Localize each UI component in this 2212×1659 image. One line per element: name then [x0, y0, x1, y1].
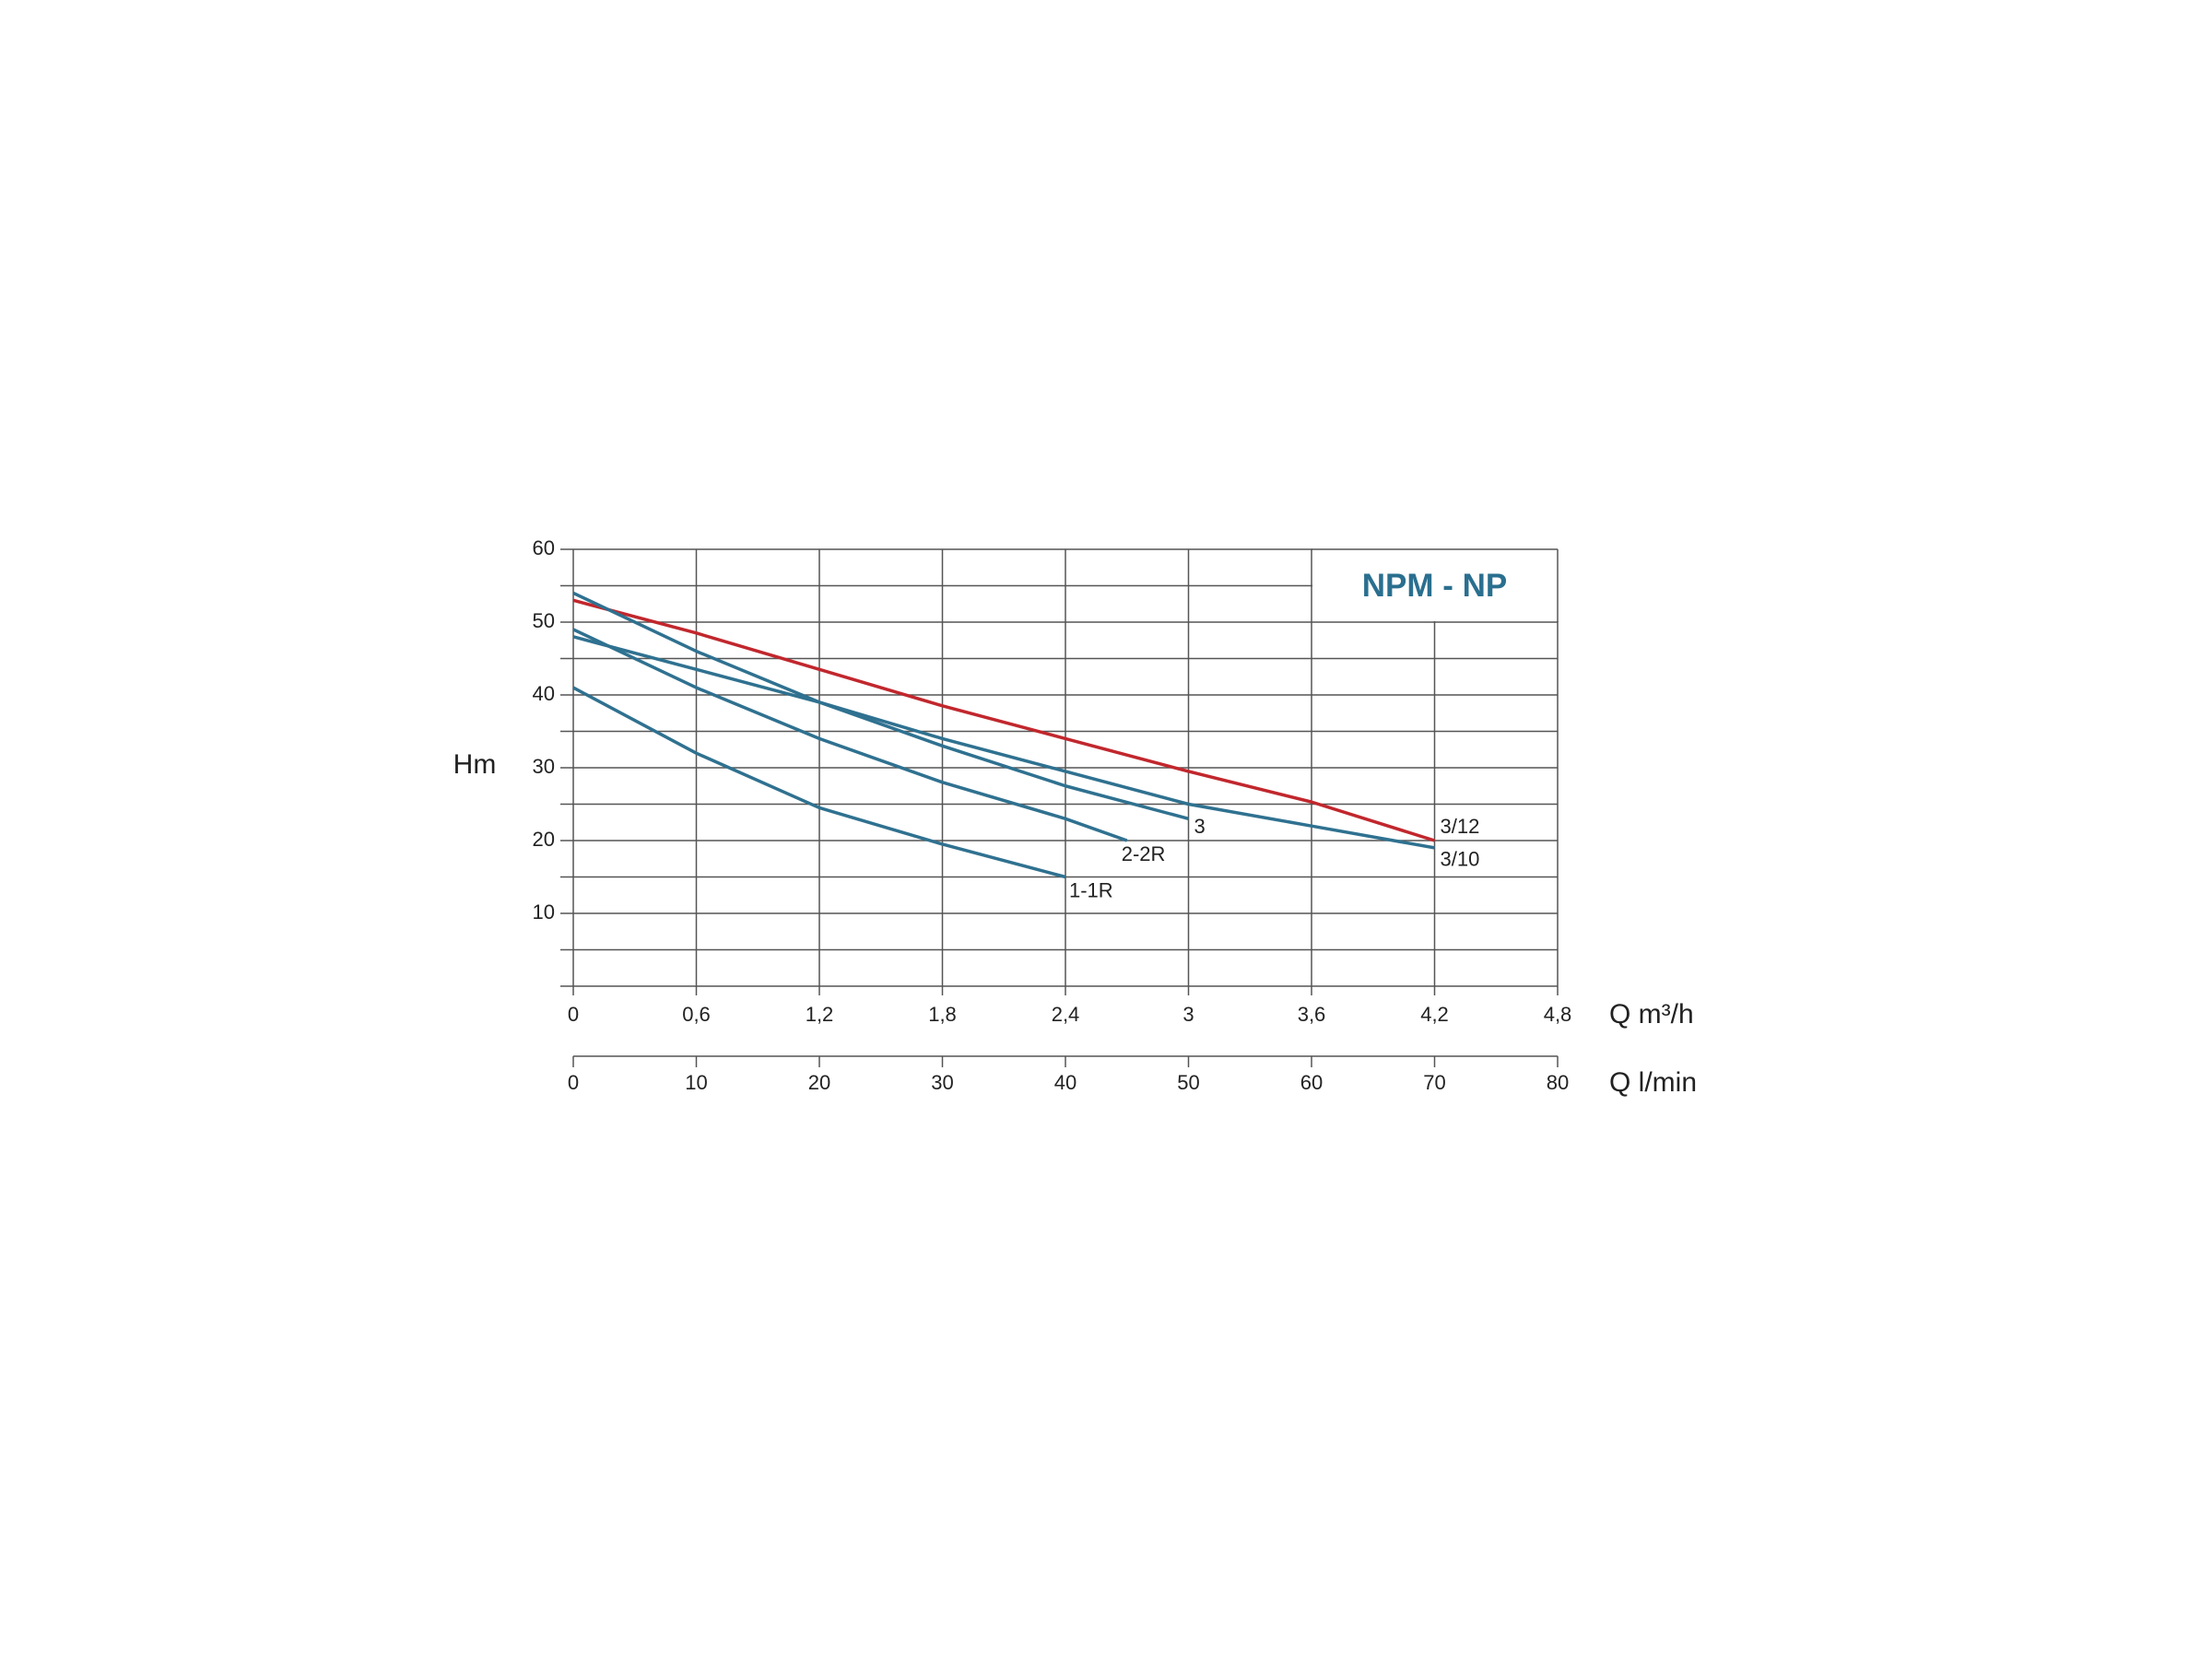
- y-tick-label: 10: [533, 900, 555, 924]
- title-box: [1312, 547, 1560, 621]
- curve-label: 3/10: [1441, 848, 1480, 871]
- x2-tick-label: 60: [1300, 1071, 1323, 1094]
- x2-tick-label: 0: [568, 1071, 579, 1094]
- x-tick-label: 0: [568, 1003, 579, 1026]
- y-tick-label: 50: [533, 609, 555, 632]
- curve-label: 3/12: [1441, 815, 1480, 838]
- y-tick-label: 20: [533, 828, 555, 851]
- curve-label: 3: [1194, 815, 1206, 838]
- x2-tick-label: 20: [808, 1071, 830, 1094]
- x2-tick-label: 10: [685, 1071, 707, 1094]
- x-tick-label: 3,6: [1298, 1003, 1326, 1026]
- curve: [572, 598, 1436, 842]
- y-axis-title: Hm: [453, 749, 497, 780]
- y-tick-label: 40: [533, 682, 555, 705]
- x-tick-label: 1,8: [928, 1003, 957, 1026]
- x-tick-label: 3: [1182, 1003, 1194, 1026]
- curve: [572, 591, 1189, 820]
- x2-axis-title: Q l/min: [1609, 1067, 1697, 1098]
- x2-tick-label: 30: [931, 1071, 953, 1094]
- x-tick-label: 4,8: [1544, 1003, 1572, 1026]
- x-tick-label: 2,4: [1052, 1003, 1080, 1026]
- x2-tick-label: 40: [1054, 1071, 1077, 1094]
- y-tick-label: 60: [533, 536, 555, 559]
- x-tick-label: 0,6: [682, 1003, 711, 1026]
- y-tick-label: 30: [533, 755, 555, 778]
- curve-label: 2-2R: [1122, 842, 1166, 865]
- curve: [572, 686, 1066, 879]
- curve: [572, 635, 1435, 850]
- x-axis-title: Q m³/h: [1609, 999, 1694, 1030]
- x2-tick-label: 70: [1423, 1071, 1445, 1094]
- chart-title: NPM - NP: [1362, 568, 1508, 604]
- x2-tick-label: 50: [1177, 1071, 1199, 1094]
- x2-tick-label: 80: [1547, 1071, 1569, 1094]
- curve-label: 1-1R: [1069, 878, 1113, 901]
- x-tick-label: 1,2: [806, 1003, 834, 1026]
- curve: [572, 628, 1128, 842]
- x-tick-label: 4,2: [1420, 1003, 1449, 1026]
